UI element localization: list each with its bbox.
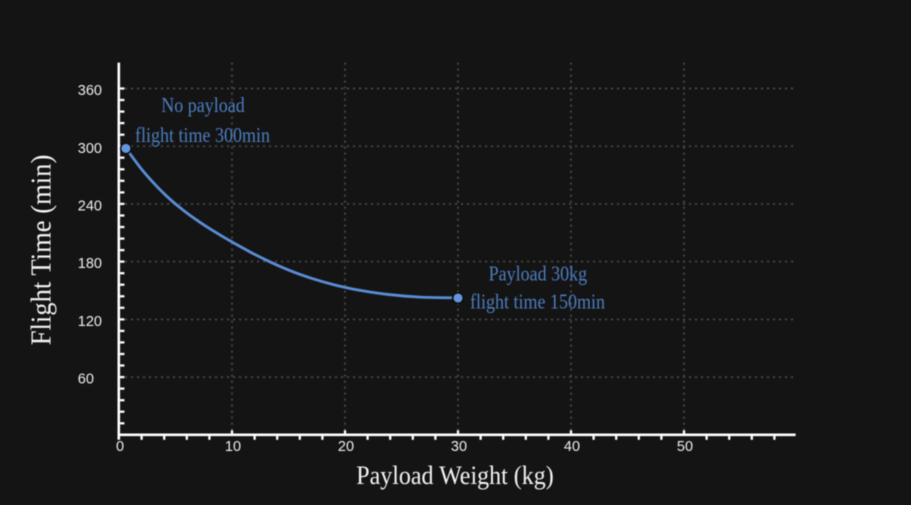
svg-text:300: 300	[78, 141, 102, 157]
svg-text:40: 40	[564, 439, 580, 455]
svg-text:flight time 300min: flight time 300min	[135, 125, 270, 147]
svg-text:360: 360	[78, 83, 102, 99]
svg-text:20: 20	[338, 439, 354, 455]
svg-text:0: 0	[116, 439, 124, 455]
svg-text:Flight Time (min): Flight Time (min)	[25, 155, 57, 346]
svg-text:120: 120	[78, 314, 102, 330]
svg-text:Payload Weight (kg): Payload Weight (kg)	[356, 462, 554, 490]
svg-text:flight time 150min: flight time 150min	[470, 291, 605, 313]
svg-text:Payload 30kg: Payload 30kg	[489, 263, 588, 285]
svg-text:240: 240	[78, 199, 102, 215]
svg-text:30: 30	[451, 439, 467, 455]
svg-text:180: 180	[78, 256, 102, 272]
svg-text:No payload: No payload	[161, 95, 245, 117]
svg-text:60: 60	[78, 372, 94, 388]
svg-text:50: 50	[677, 439, 693, 455]
svg-text:10: 10	[225, 439, 241, 455]
